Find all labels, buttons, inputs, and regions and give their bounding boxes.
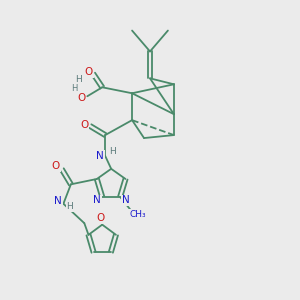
Text: N: N	[96, 151, 104, 161]
Text: H: H	[75, 75, 82, 84]
Text: O: O	[52, 161, 60, 171]
Text: H: H	[67, 202, 73, 211]
Text: N: N	[54, 196, 62, 206]
Text: H: H	[109, 147, 116, 156]
Text: N: N	[122, 196, 129, 206]
Text: N: N	[93, 196, 101, 206]
Text: O: O	[97, 213, 105, 223]
Text: O: O	[77, 93, 86, 103]
Text: O: O	[80, 120, 88, 130]
Text: CH₃: CH₃	[129, 210, 146, 219]
Text: H: H	[71, 84, 77, 93]
Text: O: O	[85, 68, 93, 77]
